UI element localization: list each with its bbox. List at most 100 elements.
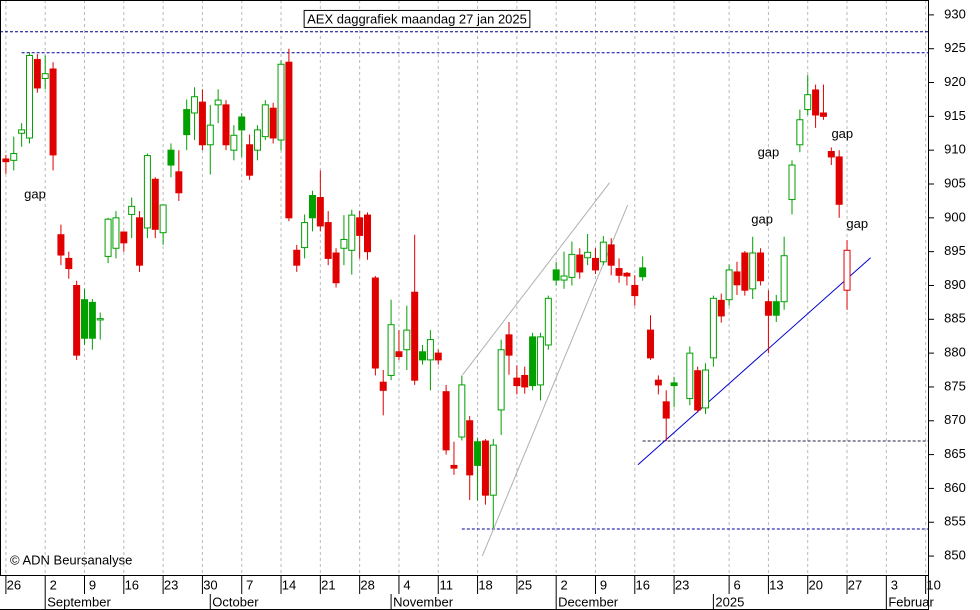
y-tick-label: 890 bbox=[944, 277, 966, 292]
x-tick-label: 6 bbox=[733, 577, 740, 592]
x-tick-label: 14 bbox=[282, 577, 296, 592]
candle-body bbox=[764, 301, 772, 316]
y-tick-label: 915 bbox=[944, 108, 966, 123]
candle-body bbox=[481, 440, 489, 496]
y-tick-label: 930 bbox=[944, 6, 966, 21]
candle-body bbox=[757, 252, 765, 282]
candle-body bbox=[458, 384, 466, 438]
x-tick-label: 21 bbox=[321, 577, 335, 592]
x-tick-label: 28 bbox=[360, 577, 374, 592]
candle-body bbox=[804, 94, 812, 111]
candle-body bbox=[670, 382, 678, 387]
candle-body bbox=[694, 370, 702, 411]
candle-body bbox=[277, 63, 285, 141]
y-tick-label: 880 bbox=[944, 345, 966, 360]
annotation: gap bbox=[758, 144, 780, 159]
candle-body bbox=[725, 269, 733, 301]
candle-body bbox=[489, 444, 497, 496]
candle-body bbox=[41, 73, 49, 79]
candle-body bbox=[576, 254, 584, 273]
candle-body bbox=[442, 391, 450, 451]
candle-body bbox=[96, 318, 104, 321]
annotation: gap bbox=[751, 211, 773, 226]
candle-body bbox=[371, 277, 379, 369]
candle-body bbox=[426, 339, 434, 361]
x-tick-label: 13 bbox=[769, 577, 783, 592]
annotation: gap bbox=[24, 186, 46, 201]
y-tick-label: 920 bbox=[944, 74, 966, 89]
x-tick-label: 23 bbox=[675, 577, 689, 592]
candle-body bbox=[2, 158, 10, 163]
candle-body bbox=[403, 329, 411, 351]
marks: gap gap gap gap gap bbox=[0, 31, 928, 557]
candle-body bbox=[73, 284, 81, 356]
x-tick-label: 23 bbox=[164, 577, 178, 592]
y-tick-label: 870 bbox=[944, 412, 966, 427]
candle-body bbox=[505, 334, 513, 356]
y-tick-label: 910 bbox=[944, 142, 966, 157]
month-label: October bbox=[212, 594, 259, 609]
candle-body bbox=[788, 164, 796, 201]
candle-body bbox=[143, 155, 151, 229]
candle-body bbox=[827, 151, 835, 158]
y-tick-label: 860 bbox=[944, 480, 966, 495]
x-tick-label: 2 bbox=[50, 577, 57, 592]
x-tick-label: 20 bbox=[808, 577, 822, 592]
x-tick-label: 30 bbox=[203, 577, 217, 592]
candle-body bbox=[513, 377, 521, 387]
title-box bbox=[303, 9, 531, 28]
candle-body bbox=[285, 61, 293, 219]
candle-body bbox=[772, 301, 780, 316]
candle-body bbox=[552, 269, 560, 281]
candle-body bbox=[356, 217, 364, 236]
x-tick-label: 9 bbox=[600, 577, 607, 592]
y-tick-label: 885 bbox=[944, 311, 966, 326]
candle-body bbox=[261, 104, 269, 138]
y-tick-label: 850 bbox=[944, 547, 966, 562]
copyright: © ADN Beursanalyse bbox=[10, 552, 132, 567]
candle-body bbox=[497, 349, 505, 411]
candle-body bbox=[434, 352, 442, 361]
candle-body bbox=[419, 351, 427, 361]
candle-body bbox=[238, 116, 246, 131]
candle-body bbox=[88, 301, 96, 339]
candle-body bbox=[647, 329, 655, 359]
annotation: gap bbox=[846, 216, 868, 231]
candle-body bbox=[18, 129, 26, 134]
candle-body bbox=[128, 205, 136, 215]
candle-body bbox=[348, 214, 356, 251]
annotation: gap bbox=[831, 126, 853, 141]
candle-body bbox=[269, 107, 277, 139]
candle-body bbox=[568, 253, 576, 278]
y-tick-label: 875 bbox=[944, 378, 966, 393]
candle-body bbox=[120, 231, 128, 244]
candle-body bbox=[136, 217, 144, 266]
y-tick-label: 905 bbox=[944, 175, 966, 190]
candle-body bbox=[379, 381, 387, 391]
x-tick-label: 18 bbox=[478, 577, 492, 592]
candle-body bbox=[104, 218, 112, 257]
candle-body bbox=[301, 222, 309, 249]
candle-body bbox=[324, 222, 332, 259]
x-tick-label: 26 bbox=[7, 577, 21, 592]
candle-body bbox=[662, 401, 670, 419]
candle-body bbox=[411, 291, 419, 381]
candle-body bbox=[65, 257, 73, 270]
candle-body bbox=[615, 268, 623, 276]
candle-body bbox=[835, 156, 843, 205]
candle-body bbox=[253, 129, 261, 151]
candle-body bbox=[183, 109, 191, 136]
y-tick-label: 865 bbox=[944, 446, 966, 461]
candle-body bbox=[159, 204, 167, 234]
candle-body bbox=[49, 68, 57, 156]
x-tick-label: 16 bbox=[125, 577, 139, 592]
candle-body bbox=[521, 374, 529, 388]
candle-body bbox=[222, 104, 230, 146]
candle-body bbox=[450, 464, 458, 469]
x-tick-label: 4 bbox=[403, 577, 410, 592]
candle-body bbox=[819, 112, 827, 117]
candle-body bbox=[843, 249, 851, 291]
candle-body bbox=[812, 89, 820, 116]
candle-body bbox=[536, 336, 544, 386]
